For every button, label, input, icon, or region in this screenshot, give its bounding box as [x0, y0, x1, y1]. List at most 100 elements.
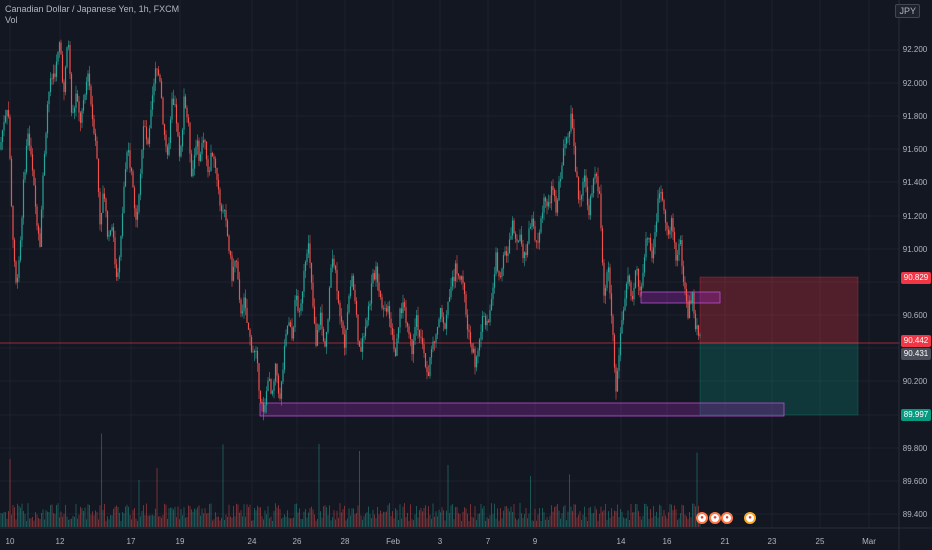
time-axis-label: 9	[532, 537, 538, 546]
volume-indicator-label[interactable]: Vol	[5, 15, 18, 25]
resistance-zone[interactable]	[640, 291, 721, 304]
economic-event-icon[interactable]: ●	[744, 512, 756, 524]
economic-event-icon[interactable]: ●	[721, 512, 733, 524]
candle-body	[384, 308, 386, 309]
volume-bar	[417, 517, 419, 527]
volume-bar	[695, 506, 696, 527]
candle-body	[219, 189, 221, 206]
candle-body	[234, 260, 236, 267]
candle-body	[658, 193, 661, 199]
candle-body	[193, 155, 196, 169]
volume-bar	[137, 520, 138, 527]
current-price-tag[interactable]: 90.442	[901, 335, 931, 347]
candle-body	[204, 140, 206, 142]
volume-bar	[90, 514, 92, 527]
candle-body	[340, 316, 343, 322]
candle-body	[280, 381, 283, 399]
volume-bar	[531, 520, 533, 527]
volume-bar	[206, 513, 207, 527]
volume-bar	[401, 518, 402, 527]
volume-bar	[339, 503, 341, 527]
candle-body	[213, 156, 215, 159]
price-axis-label: 92.200	[902, 45, 928, 54]
symbol-title[interactable]: Canadian Dollar / Japanese Yen, 1h, FXCM	[5, 4, 180, 14]
volume-bar	[140, 516, 141, 527]
volume-bar	[525, 508, 527, 527]
volume-bar	[606, 519, 608, 527]
candle-body	[147, 139, 149, 144]
candle-body	[253, 351, 256, 353]
candle-body	[111, 227, 113, 231]
volume-bar	[669, 504, 671, 527]
volume-bar	[105, 520, 107, 527]
stop-loss-price-tag[interactable]: 90.829	[901, 272, 931, 284]
volume-bar	[545, 519, 546, 527]
candle-body	[672, 218, 674, 232]
candle-body	[298, 310, 301, 312]
volume-bar	[512, 511, 513, 527]
volume-bar	[321, 517, 323, 527]
volume-bar	[210, 503, 212, 527]
support-zone[interactable]	[259, 402, 785, 417]
price-axis-label: 90.600	[902, 311, 928, 320]
volume-bar	[293, 517, 294, 527]
candle-body	[18, 260, 20, 278]
volume-bar	[159, 516, 161, 527]
candle-body	[75, 93, 77, 108]
economic-event-icon[interactable]: ●	[709, 512, 721, 524]
volume-bar	[426, 518, 428, 527]
volume-bar	[633, 512, 635, 527]
volume-bar	[623, 517, 624, 527]
candle-body	[183, 96, 185, 130]
volume-bar	[119, 512, 120, 527]
volume-bar	[122, 512, 123, 527]
volume-bar	[410, 504, 411, 527]
volume-bar	[432, 503, 434, 527]
candle-body	[28, 133, 31, 146]
volume-bar	[567, 511, 569, 527]
volume-bar	[263, 519, 264, 527]
volume-bar	[566, 520, 567, 527]
candle-body	[118, 257, 121, 273]
volume-bar	[185, 517, 186, 527]
volume-bar	[83, 511, 84, 527]
currency-badge[interactable]: JPY	[895, 4, 920, 18]
volume-bar	[153, 515, 155, 527]
volume-bar	[524, 514, 525, 527]
candle-body	[238, 279, 241, 300]
candle-body	[373, 273, 376, 280]
candle-body	[231, 255, 233, 281]
stop-loss-zone[interactable]	[699, 276, 859, 344]
candle-body	[85, 81, 88, 95]
candle-body	[495, 252, 497, 275]
last-price-tag[interactable]: 90.431	[901, 348, 931, 360]
volume-bar	[216, 516, 218, 527]
volume-bar	[231, 517, 233, 527]
candle-body	[502, 255, 505, 269]
volume-bar	[312, 509, 314, 527]
volume-bar	[507, 508, 509, 527]
candle-body	[252, 351, 254, 353]
volume-bar	[143, 505, 144, 527]
volume-bar	[257, 505, 258, 527]
candle-body	[88, 73, 91, 86]
candle-body	[297, 295, 299, 311]
time-axis-label: Feb	[386, 537, 400, 546]
candle-body	[480, 332, 482, 340]
volume-bar	[320, 511, 321, 527]
take-profit-price-tag[interactable]: 89.997	[901, 409, 931, 421]
candle-body	[634, 270, 637, 288]
volume-bar	[65, 504, 66, 527]
candle-body	[52, 73, 55, 79]
time-axis-label: Mar	[862, 537, 876, 546]
economic-event-icon[interactable]: ●	[696, 512, 708, 524]
volume-bar	[101, 433, 102, 527]
candle-body	[349, 286, 352, 296]
volume-bar	[147, 515, 149, 527]
volume-bar	[441, 507, 443, 527]
volume-bar	[230, 516, 231, 527]
volume-bar	[395, 508, 396, 527]
candle-body	[592, 178, 595, 194]
